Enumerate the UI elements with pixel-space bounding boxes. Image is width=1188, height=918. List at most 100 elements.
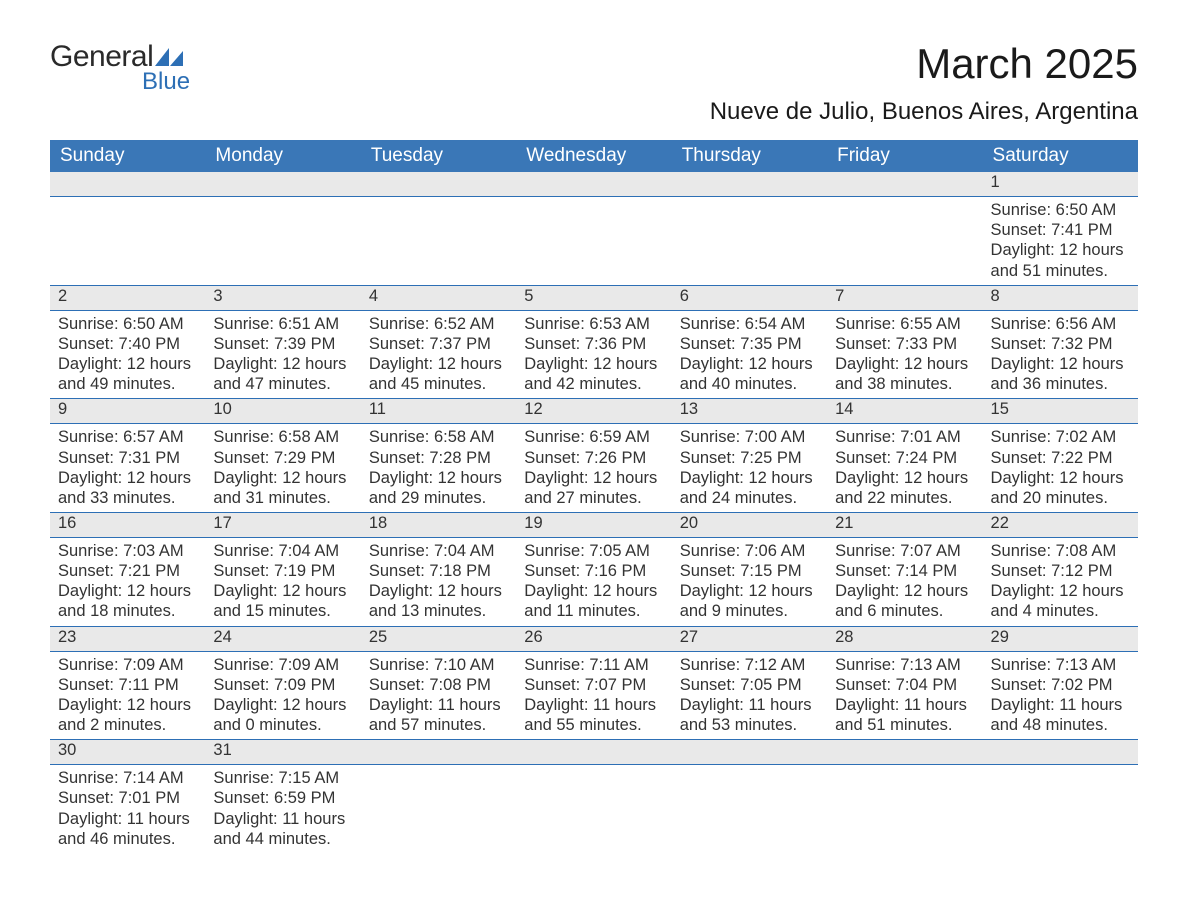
sunrise-text: Sunrise: 7:12 AM: [680, 655, 819, 675]
day-info-cell: [983, 765, 1138, 853]
sunset-text: Sunset: 7:35 PM: [680, 334, 819, 354]
day-info-cell: Sunrise: 7:11 AMSunset: 7:07 PMDaylight:…: [516, 651, 671, 740]
daylight-text: and 46 minutes.: [58, 829, 197, 849]
daylight-text: Daylight: 12 hours: [991, 354, 1130, 374]
sunset-text: Sunset: 7:24 PM: [835, 448, 974, 468]
day-info-cell: Sunrise: 7:04 AMSunset: 7:18 PMDaylight:…: [361, 538, 516, 627]
daylight-text: Daylight: 12 hours: [213, 468, 352, 488]
day-info-cell: Sunrise: 7:13 AMSunset: 7:04 PMDaylight:…: [827, 651, 982, 740]
day-number-row: 9101112131415: [50, 399, 1138, 424]
daylight-text: Daylight: 12 hours: [58, 354, 197, 374]
day-info-cell: [672, 765, 827, 853]
daylight-text: Daylight: 12 hours: [835, 581, 974, 601]
day-info-cell: Sunrise: 7:00 AMSunset: 7:25 PMDaylight:…: [672, 424, 827, 513]
daylight-text: Daylight: 12 hours: [213, 581, 352, 601]
day-info-cell: Sunrise: 7:10 AMSunset: 7:08 PMDaylight:…: [361, 651, 516, 740]
daylight-text: Daylight: 12 hours: [680, 468, 819, 488]
daylight-text: and 45 minutes.: [369, 374, 508, 394]
weekday-header-row: Sunday Monday Tuesday Wednesday Thursday…: [50, 140, 1138, 172]
daylight-text: and 44 minutes.: [213, 829, 352, 849]
day-number-cell: [361, 172, 516, 197]
sunrise-text: Sunrise: 7:15 AM: [213, 768, 352, 788]
daylight-text: Daylight: 12 hours: [58, 468, 197, 488]
day-number-cell: [827, 740, 982, 765]
weekday-header: Friday: [827, 140, 982, 172]
sunset-text: Sunset: 7:11 PM: [58, 675, 197, 695]
day-info-cell: Sunrise: 7:06 AMSunset: 7:15 PMDaylight:…: [672, 538, 827, 627]
daylight-text: Daylight: 12 hours: [991, 581, 1130, 601]
sunset-text: Sunset: 7:33 PM: [835, 334, 974, 354]
sunset-text: Sunset: 7:26 PM: [524, 448, 663, 468]
daylight-text: and 0 minutes.: [213, 715, 352, 735]
day-number-cell: [516, 740, 671, 765]
sunrise-text: Sunrise: 7:06 AM: [680, 541, 819, 561]
sunrise-text: Sunrise: 6:50 AM: [58, 314, 197, 334]
sunset-text: Sunset: 7:28 PM: [369, 448, 508, 468]
day-number-cell: 31: [205, 740, 360, 765]
day-info-cell: [516, 765, 671, 853]
daylight-text: Daylight: 12 hours: [680, 354, 819, 374]
day-info-row: Sunrise: 6:57 AMSunset: 7:31 PMDaylight:…: [50, 424, 1138, 513]
sunrise-text: Sunrise: 6:52 AM: [369, 314, 508, 334]
sunset-text: Sunset: 7:40 PM: [58, 334, 197, 354]
daylight-text: Daylight: 12 hours: [835, 354, 974, 374]
daylight-text: and 24 minutes.: [680, 488, 819, 508]
day-number-cell: 7: [827, 285, 982, 310]
brand-logo: General Blue: [50, 40, 190, 96]
sunset-text: Sunset: 7:31 PM: [58, 448, 197, 468]
day-info-row: Sunrise: 7:09 AMSunset: 7:11 PMDaylight:…: [50, 651, 1138, 740]
day-info-cell: [672, 197, 827, 286]
day-number-row: 16171819202122: [50, 512, 1138, 537]
daylight-text: Daylight: 11 hours: [369, 695, 508, 715]
day-number-cell: 17: [205, 512, 360, 537]
weekday-header: Sunday: [50, 140, 205, 172]
daylight-text: and 9 minutes.: [680, 601, 819, 621]
daylight-text: Daylight: 11 hours: [213, 809, 352, 829]
sunrise-text: Sunrise: 6:51 AM: [213, 314, 352, 334]
daylight-text: and 27 minutes.: [524, 488, 663, 508]
day-number-cell: 29: [983, 626, 1138, 651]
daylight-text: and 38 minutes.: [835, 374, 974, 394]
day-number-cell: [672, 172, 827, 197]
day-info-row: Sunrise: 7:03 AMSunset: 7:21 PMDaylight:…: [50, 538, 1138, 627]
sunset-text: Sunset: 7:29 PM: [213, 448, 352, 468]
day-info-cell: Sunrise: 7:14 AMSunset: 7:01 PMDaylight:…: [50, 765, 205, 853]
sunset-text: Sunset: 7:15 PM: [680, 561, 819, 581]
sunrise-text: Sunrise: 6:56 AM: [991, 314, 1130, 334]
sunset-text: Sunset: 7:14 PM: [835, 561, 974, 581]
sunrise-text: Sunrise: 7:00 AM: [680, 427, 819, 447]
daylight-text: and 18 minutes.: [58, 601, 197, 621]
day-number-cell: 14: [827, 399, 982, 424]
day-number-cell: 15: [983, 399, 1138, 424]
weekday-header: Wednesday: [516, 140, 671, 172]
day-number-cell: 5: [516, 285, 671, 310]
day-number-cell: [50, 172, 205, 197]
daylight-text: and 49 minutes.: [58, 374, 197, 394]
day-info-row: Sunrise: 6:50 AMSunset: 7:40 PMDaylight:…: [50, 310, 1138, 399]
daylight-text: Daylight: 12 hours: [991, 468, 1130, 488]
daylight-text: and 33 minutes.: [58, 488, 197, 508]
daylight-text: Daylight: 12 hours: [58, 581, 197, 601]
brand-sail-icon: [155, 48, 183, 66]
sunrise-text: Sunrise: 6:59 AM: [524, 427, 663, 447]
daylight-text: and 48 minutes.: [991, 715, 1130, 735]
weekday-header: Saturday: [983, 140, 1138, 172]
day-info-cell: Sunrise: 6:59 AMSunset: 7:26 PMDaylight:…: [516, 424, 671, 513]
day-info-cell: [50, 197, 205, 286]
sunset-text: Sunset: 7:21 PM: [58, 561, 197, 581]
daylight-text: and 51 minutes.: [991, 261, 1130, 281]
daylight-text: and 55 minutes.: [524, 715, 663, 735]
sunset-text: Sunset: 7:37 PM: [369, 334, 508, 354]
daylight-text: and 2 minutes.: [58, 715, 197, 735]
daylight-text: Daylight: 12 hours: [680, 581, 819, 601]
sunset-text: Sunset: 7:25 PM: [680, 448, 819, 468]
sunrise-text: Sunrise: 7:14 AM: [58, 768, 197, 788]
day-number-cell: 21: [827, 512, 982, 537]
day-info-cell: Sunrise: 7:09 AMSunset: 7:09 PMDaylight:…: [205, 651, 360, 740]
daylight-text: and 47 minutes.: [213, 374, 352, 394]
sunset-text: Sunset: 7:18 PM: [369, 561, 508, 581]
brand-word-2: Blue: [142, 68, 190, 96]
day-info-cell: Sunrise: 6:57 AMSunset: 7:31 PMDaylight:…: [50, 424, 205, 513]
daylight-text: Daylight: 12 hours: [369, 581, 508, 601]
location-subtitle: Nueve de Julio, Buenos Aires, Argentina: [710, 98, 1138, 126]
